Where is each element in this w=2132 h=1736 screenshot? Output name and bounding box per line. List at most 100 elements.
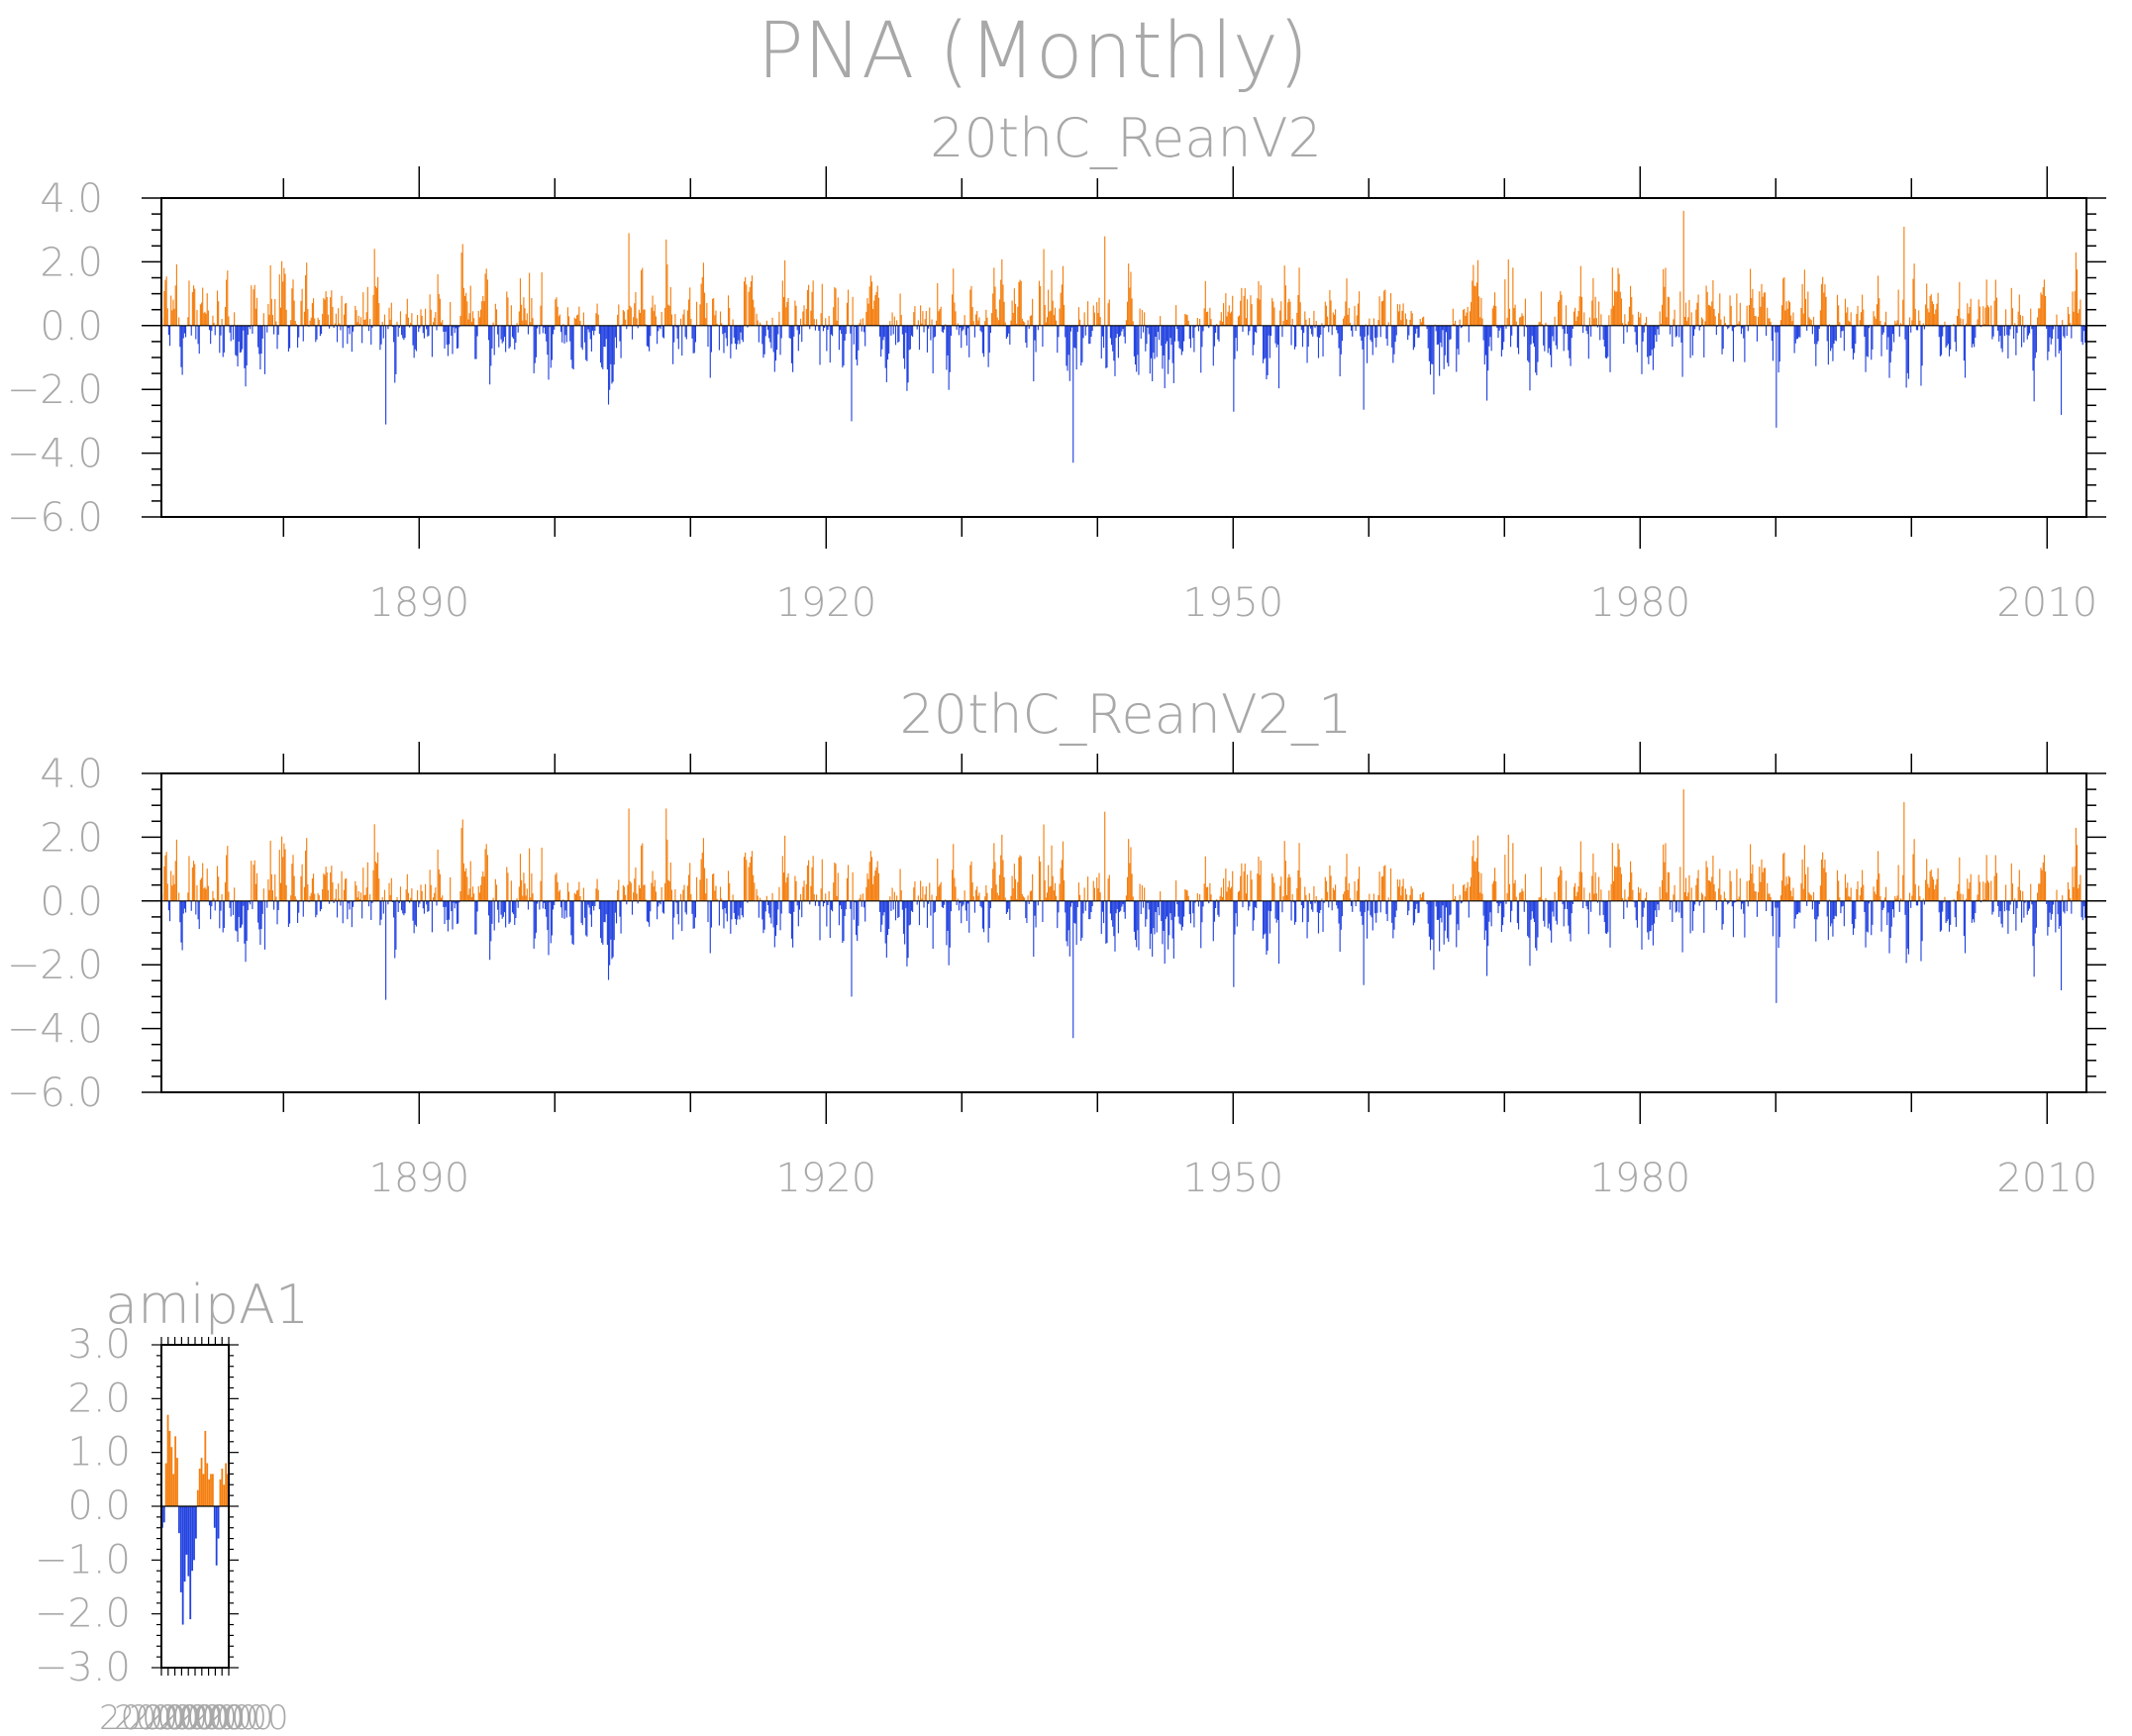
bar <box>2024 900 2026 903</box>
bar <box>1506 317 1508 326</box>
bar <box>777 325 779 335</box>
bar <box>197 325 199 345</box>
bar <box>192 861 195 901</box>
bar <box>1769 893 1771 901</box>
bar <box>1993 875 1995 901</box>
bar <box>1537 900 1539 938</box>
bar <box>1894 895 1896 901</box>
bar <box>700 283 702 326</box>
bar <box>1832 325 1834 361</box>
bar <box>798 900 801 910</box>
bar <box>1874 316 1876 326</box>
x-tick-label: 2000 <box>158 1698 245 1736</box>
bar <box>507 872 509 901</box>
bar <box>1992 900 1994 912</box>
bar <box>1865 900 1867 948</box>
bar <box>1226 891 1228 901</box>
bar <box>1571 900 1573 914</box>
bar <box>1225 293 1227 326</box>
bar <box>1429 325 1432 375</box>
bar <box>1067 900 1069 931</box>
bar <box>324 299 326 326</box>
bar <box>1238 315 1241 326</box>
bar <box>1688 874 1690 901</box>
bar <box>797 900 799 927</box>
bar <box>1471 877 1472 901</box>
bar <box>765 895 767 901</box>
bar <box>1475 858 1477 901</box>
bar <box>558 889 560 901</box>
bar <box>1792 887 1794 901</box>
bar <box>1628 881 1630 901</box>
bar <box>1313 310 1315 326</box>
bar <box>1445 325 1448 333</box>
bar <box>844 325 846 341</box>
bar <box>764 325 766 337</box>
bar <box>1898 325 1900 337</box>
bar <box>1146 325 1148 345</box>
bar <box>1000 855 1002 901</box>
bar <box>1131 873 1133 901</box>
bar <box>971 307 973 326</box>
bar <box>1251 304 1253 326</box>
bar <box>1113 325 1115 361</box>
bar <box>1635 325 1637 346</box>
bar <box>281 836 283 901</box>
bar <box>527 325 530 335</box>
bar <box>703 292 706 326</box>
bar <box>208 325 211 331</box>
bar <box>1180 900 1182 931</box>
bar <box>715 310 717 326</box>
bar <box>578 881 580 901</box>
bar <box>593 900 595 911</box>
bar <box>758 325 760 343</box>
bar <box>1618 849 1620 901</box>
bar <box>972 321 974 326</box>
bar <box>165 852 167 901</box>
bar <box>1494 292 1496 326</box>
bar <box>2064 900 2066 914</box>
bar <box>269 840 271 901</box>
bar <box>1133 900 1135 932</box>
bar <box>1068 900 1070 957</box>
bar <box>1753 882 1755 901</box>
bar <box>1555 900 1557 921</box>
bar <box>537 325 539 329</box>
bar <box>1724 898 1727 901</box>
bar <box>1339 900 1341 953</box>
bar <box>1896 320 1898 326</box>
bar <box>433 322 435 326</box>
bar <box>1615 291 1617 326</box>
bar <box>1187 320 1189 326</box>
bar <box>950 325 953 337</box>
bar <box>466 301 468 326</box>
bar <box>1578 871 1580 901</box>
bar <box>1950 325 1952 350</box>
y-tick-label: −3.0 <box>35 1645 131 1690</box>
bar <box>2024 325 2026 328</box>
bar <box>1895 323 1897 326</box>
bar <box>1321 898 1323 901</box>
bar <box>923 325 925 333</box>
bar <box>1293 325 1296 350</box>
bar <box>1312 900 1314 912</box>
bar <box>1491 883 1493 901</box>
bar <box>1297 294 1299 326</box>
bar <box>440 322 443 326</box>
bar <box>1705 285 1707 326</box>
bar <box>1731 325 1733 332</box>
bar <box>1464 883 1466 901</box>
bar <box>1166 325 1168 342</box>
bar <box>412 325 414 346</box>
bar <box>1918 885 1920 901</box>
bar <box>1922 898 1924 901</box>
bar <box>1618 273 1620 326</box>
bar <box>1736 868 1738 901</box>
bar <box>1950 900 1952 925</box>
bar <box>2052 900 2055 905</box>
bar <box>913 312 915 326</box>
bar <box>1609 900 1611 948</box>
bar <box>244 900 246 944</box>
bar <box>1862 294 1864 326</box>
bar <box>1108 874 1110 901</box>
